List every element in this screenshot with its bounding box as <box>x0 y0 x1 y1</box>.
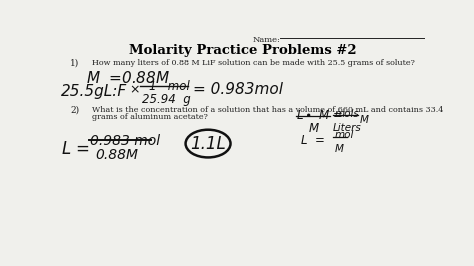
Text: Molarity Practice Problems #2: Molarity Practice Problems #2 <box>129 44 357 57</box>
Text: 1   mol: 1 mol <box>149 80 190 93</box>
Text: $L\bullet$ $M$ =: $L\bullet$ $M$ = <box>296 109 342 122</box>
Text: How many liters of 0.88 M LiF solution can be made with 25.5 grams of solute?: How many liters of 0.88 M LiF solution c… <box>92 59 415 67</box>
Text: mols: mols <box>334 109 359 119</box>
Text: What is the concentration of a solution that has a volume of 660 mL and contains: What is the concentration of a solution … <box>92 106 443 114</box>
Text: $M$  =0.88M: $M$ =0.88M <box>86 70 170 86</box>
Text: M: M <box>309 122 319 135</box>
Text: 25.94  g: 25.94 g <box>142 93 191 106</box>
Text: grams of aluminum acetate?: grams of aluminum acetate? <box>92 113 208 121</box>
Text: $L$ =: $L$ = <box>61 140 90 158</box>
Text: 1.1L: 1.1L <box>190 135 226 153</box>
Text: 25.5gL:F: 25.5gL:F <box>61 84 127 99</box>
Text: 2): 2) <box>70 106 79 115</box>
Text: 1): 1) <box>70 59 79 68</box>
Text: mol: mol <box>334 131 354 140</box>
Text: = 0.983mol: = 0.983mol <box>192 82 283 97</box>
Text: $L$  =: $L$ = <box>300 134 324 147</box>
Text: M: M <box>360 115 369 125</box>
Text: 0.88M: 0.88M <box>95 148 138 162</box>
Text: M: M <box>334 144 343 154</box>
Text: Name:: Name: <box>253 36 281 44</box>
Text: 0.983 mol: 0.983 mol <box>90 134 160 148</box>
Text: Liters: Liters <box>333 123 362 133</box>
Text: $\times$: $\times$ <box>129 84 140 97</box>
